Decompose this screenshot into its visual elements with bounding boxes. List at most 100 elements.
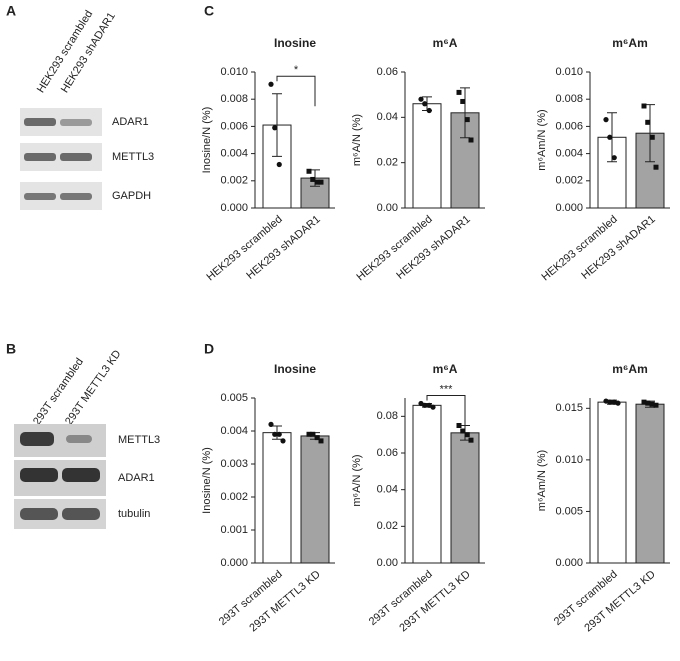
- y-tick-label: 0.06: [377, 447, 398, 459]
- y-axis-label: m⁶Am/N (%): [536, 450, 548, 511]
- bar: [300, 435, 330, 564]
- y-tick-label: 0.02: [377, 157, 398, 169]
- data-point: [456, 89, 462, 95]
- data-point: [468, 137, 474, 143]
- data-point: [306, 431, 312, 437]
- y-tick-label: 0.003: [220, 458, 248, 470]
- data-point: [456, 423, 462, 428]
- error-bar: [272, 425, 282, 440]
- band-label: METTL3: [112, 151, 154, 163]
- panel-letter: C: [204, 3, 214, 19]
- data-point: [615, 400, 621, 406]
- y-axis-label: m⁶A/N (%): [351, 114, 363, 166]
- y-tick-label: 0.010: [555, 66, 583, 78]
- band-label: METTL3: [118, 434, 160, 446]
- y-tick-label: 0.002: [220, 491, 248, 503]
- data-point: [314, 435, 320, 441]
- x-tick-label: 293T METTL3 KD: [397, 568, 473, 634]
- data-point: [430, 404, 436, 410]
- panel-letter: D: [204, 341, 214, 357]
- panel-letter: B: [6, 341, 16, 357]
- y-tick-label: 0.000: [555, 557, 583, 569]
- y-tick-label: 0.000: [220, 557, 248, 569]
- chart-title: m⁶A: [433, 36, 458, 50]
- y-tick-label: 0.00: [377, 557, 398, 569]
- data-point: [645, 400, 651, 406]
- data-point: [641, 103, 647, 109]
- bar: [450, 432, 480, 564]
- lane-label: 293T METTL3 KD: [63, 348, 124, 427]
- y-tick-label: 0.08: [377, 410, 398, 422]
- y-tick-label: 0.004: [220, 148, 248, 160]
- data-point: [306, 168, 312, 174]
- bar: [412, 404, 442, 564]
- data-point: [649, 401, 655, 407]
- data-point: [607, 399, 613, 405]
- data-point: [314, 179, 320, 185]
- data-point: [422, 101, 428, 107]
- data-point: [460, 98, 466, 104]
- chart-title: m⁶Am: [612, 362, 648, 376]
- data-point: [641, 399, 647, 405]
- bar: [635, 403, 665, 564]
- data-point: [611, 155, 617, 161]
- y-tick-label: 0.002: [555, 175, 583, 187]
- data-point: [268, 81, 274, 87]
- band-label: GAPDH: [112, 190, 151, 202]
- y-tick-label: 0.015: [555, 402, 583, 414]
- y-tick-label: 0.002: [220, 175, 248, 187]
- x-tick-label: 293T scrambled: [217, 568, 285, 628]
- bar: [412, 103, 442, 209]
- y-axis-label: Inosine/N (%): [201, 107, 213, 174]
- blot: [20, 108, 102, 210]
- chart-title: m⁶A: [433, 362, 458, 376]
- y-axis-label: m⁶Am/N (%): [536, 109, 548, 170]
- y-tick-label: 0.010: [555, 454, 583, 466]
- x-tick-label: 293T scrambled: [367, 568, 435, 628]
- significance-label: *: [294, 64, 299, 76]
- data-point: [464, 117, 470, 123]
- y-tick-label: 0.001: [220, 524, 248, 536]
- y-tick-label: 0.005: [555, 505, 583, 517]
- data-point: [464, 432, 470, 438]
- data-point: [280, 438, 286, 444]
- data-point: [418, 96, 424, 102]
- y-tick-label: 0.008: [220, 93, 248, 105]
- x-tick-label: 293T METTL3 KD: [247, 568, 323, 634]
- y-tick-label: 0.006: [555, 120, 583, 132]
- y-tick-label: 0.04: [377, 484, 398, 496]
- y-tick-label: 0.008: [555, 93, 583, 105]
- band-label: ADAR1: [112, 116, 149, 128]
- data-point: [318, 179, 324, 185]
- blot: [14, 424, 106, 529]
- x-tick-label: 293T METTL3 KD: [582, 568, 658, 634]
- significance-bracket: [426, 395, 466, 426]
- y-axis-label: m⁶A/N (%): [351, 454, 363, 506]
- x-tick-label: HEK293 shADAR1: [394, 213, 472, 282]
- data-point: [310, 176, 316, 182]
- significance-bracket: [276, 75, 316, 107]
- chart-title: Inosine: [274, 36, 316, 50]
- y-tick-label: 0.006: [220, 120, 248, 132]
- y-tick-label: 0.04: [377, 111, 398, 123]
- data-point: [653, 164, 659, 170]
- data-point: [426, 107, 432, 114]
- y-tick-label: 0.005: [220, 392, 248, 404]
- chart-title: Inosine: [274, 362, 316, 376]
- bar: [262, 432, 292, 564]
- data-point: [276, 161, 282, 168]
- x-tick-label: HEK293 shADAR1: [579, 213, 657, 282]
- y-tick-label: 0.010: [220, 66, 248, 78]
- chart-title: m⁶Am: [612, 36, 648, 50]
- data-point: [310, 431, 316, 437]
- data-point: [276, 431, 282, 437]
- data-point: [649, 134, 655, 140]
- data-point: [645, 119, 651, 125]
- data-point: [272, 125, 278, 131]
- data-point: [318, 438, 324, 444]
- data-point: [468, 437, 474, 443]
- x-tick-label: HEK293 shADAR1: [244, 213, 322, 282]
- y-tick-label: 0.000: [220, 202, 248, 214]
- band-label: ADAR1: [118, 472, 155, 484]
